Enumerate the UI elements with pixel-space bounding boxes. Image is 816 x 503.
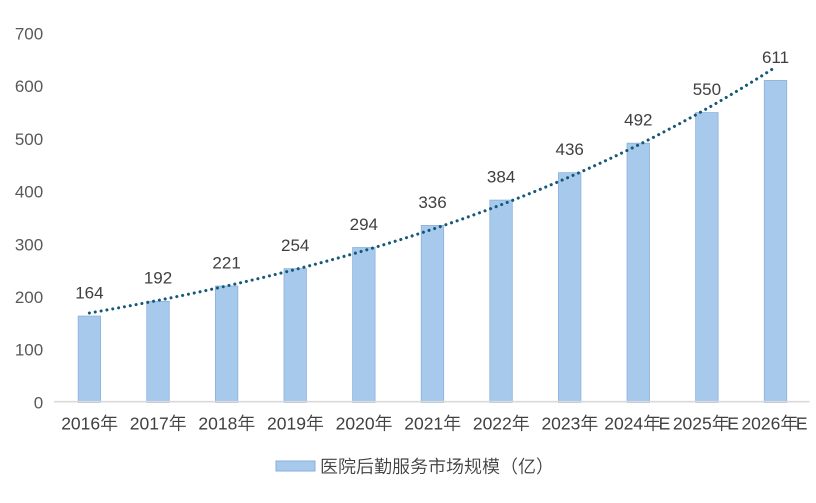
svg-text:E: E: [796, 414, 808, 434]
svg-text:300: 300: [15, 235, 43, 254]
svg-text:550: 550: [693, 80, 721, 99]
svg-text:600: 600: [15, 77, 43, 96]
svg-text:611: 611: [762, 48, 789, 67]
svg-text:2022: 2022: [473, 414, 512, 434]
svg-text:E: E: [727, 414, 739, 434]
svg-text:2025: 2025: [673, 414, 712, 434]
svg-text:336: 336: [418, 193, 446, 212]
svg-text:200: 200: [15, 288, 43, 307]
svg-text:2024: 2024: [604, 414, 643, 434]
svg-text:400: 400: [15, 183, 43, 202]
svg-text:192: 192: [144, 269, 172, 288]
svg-text:164: 164: [75, 283, 103, 302]
svg-text:2020: 2020: [336, 414, 375, 434]
svg-text:384: 384: [487, 168, 515, 187]
svg-text:0: 0: [34, 393, 43, 412]
svg-text:2023: 2023: [541, 414, 580, 434]
svg-text:2018: 2018: [198, 414, 237, 434]
svg-text:221: 221: [212, 253, 240, 272]
svg-text:100: 100: [15, 341, 43, 360]
svg-text:436: 436: [556, 140, 584, 159]
svg-text:2016: 2016: [61, 414, 100, 434]
svg-text:2019: 2019: [267, 414, 306, 434]
svg-text:700: 700: [15, 24, 43, 43]
svg-text:2017: 2017: [130, 414, 169, 434]
svg-text:492: 492: [624, 111, 652, 130]
svg-text:294: 294: [350, 215, 378, 234]
svg-text:E: E: [659, 414, 671, 434]
svg-text:500: 500: [15, 130, 43, 149]
svg-text:254: 254: [281, 236, 309, 255]
svg-text:2026: 2026: [741, 414, 780, 434]
svg-text:2021: 2021: [404, 414, 443, 434]
